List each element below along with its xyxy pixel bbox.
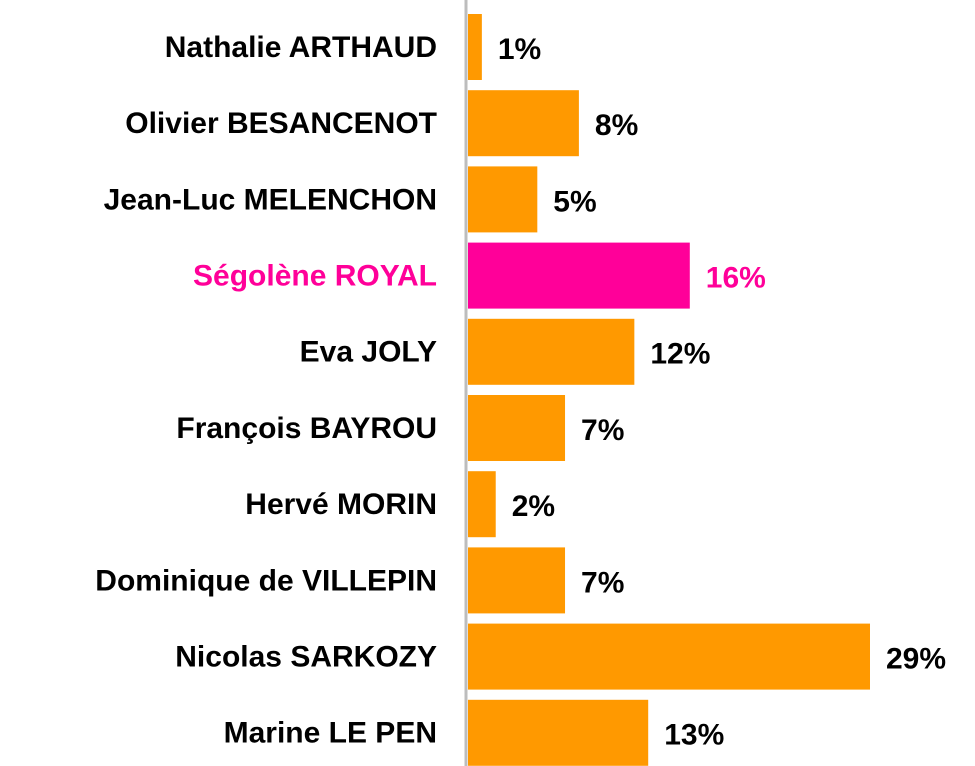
category-label: Jean-Luc MELENCHON [104, 183, 437, 216]
value-label: 1% [498, 33, 541, 66]
category-label: Nathalie ARTHAUD [165, 31, 437, 64]
value-label: 12% [650, 338, 710, 371]
bar [468, 242, 690, 309]
bar [468, 699, 649, 766]
category-label: Ségolène ROYAL [193, 260, 437, 293]
category-label: Marine LE PEN [224, 717, 437, 750]
value-label: 16% [706, 262, 766, 295]
category-label: Nicolas SARKOZY [175, 641, 437, 674]
value-label: 29% [886, 643, 946, 676]
category-label: François BAYROU [176, 412, 437, 445]
value-label: 2% [512, 490, 555, 523]
category-label: Hervé MORIN [245, 488, 437, 521]
bar [468, 318, 635, 385]
category-label: Eva JOLY [300, 336, 437, 369]
value-label: 5% [553, 185, 596, 218]
bar [468, 547, 566, 614]
bar [468, 623, 870, 690]
value-label: 8% [595, 109, 638, 142]
bar [468, 90, 579, 157]
category-label: Olivier BESANCENOT [125, 107, 437, 140]
bar [468, 471, 496, 538]
value-label: 7% [581, 566, 624, 599]
value-label: 7% [581, 414, 624, 447]
category-label: Dominique de VILLEPIN [95, 564, 437, 597]
bar [468, 395, 566, 461]
value-label: 13% [664, 719, 724, 752]
bar [468, 166, 538, 233]
bar [468, 14, 482, 80]
